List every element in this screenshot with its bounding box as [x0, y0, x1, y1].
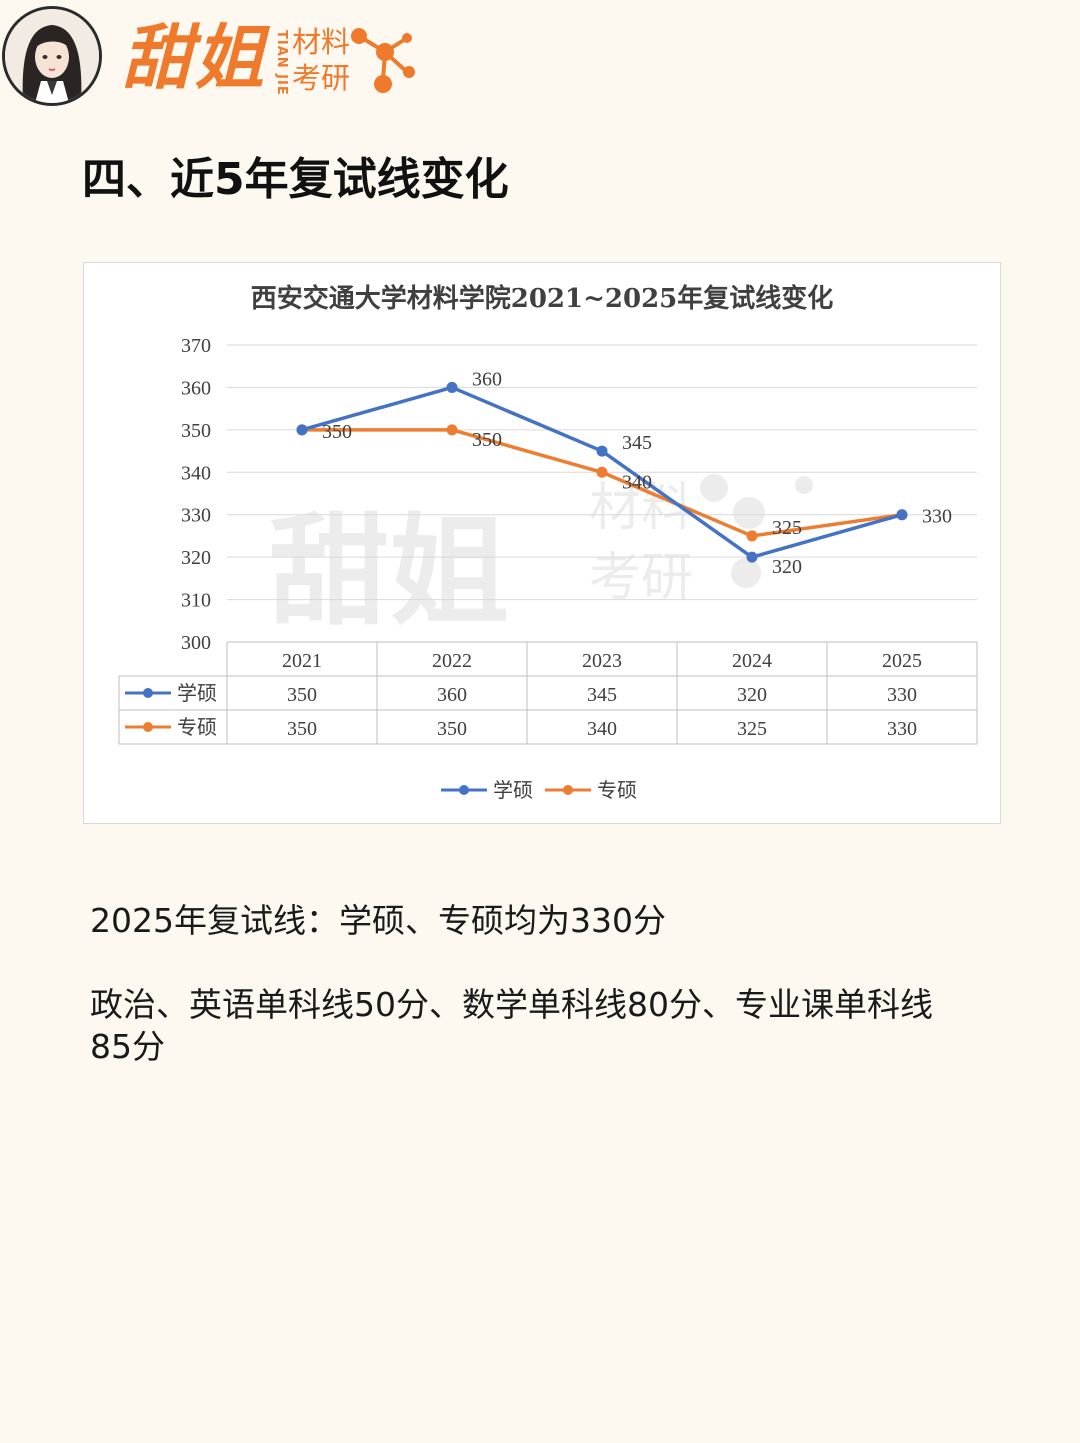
data-table: 2021 2022 2023 2024 2025 学硕 350 360 345 320 330 专硕 3… [118, 641, 978, 745]
table-legend-marker [143, 722, 153, 732]
data-label: 330 [922, 506, 952, 528]
data-label: 350 [322, 421, 352, 443]
table-cell: 350 [287, 718, 317, 740]
x-tick-label: 2022 [432, 650, 472, 672]
data-point [896, 509, 908, 521]
table-series-label: 学硕 [177, 682, 217, 705]
cutoff-2025-text: 2025年复试线：学硕、专硕均为330分 [90, 901, 666, 940]
data-point [746, 530, 758, 542]
table-cell: 340 [587, 718, 617, 740]
watermark: 甜姐 材料 考研 [269, 474, 813, 642]
svg-text:甜姐: 甜姐 [269, 503, 509, 642]
avatar-illustration [5, 9, 99, 103]
table-cell: 320 [737, 684, 767, 706]
chart-title: 西安交通大学材料学院2021~2025年复试线变化 [250, 284, 834, 314]
table-legend-marker [143, 688, 153, 698]
data-label: 320 [772, 556, 802, 578]
data-point [296, 424, 308, 436]
svg-text:考研: 考研 [589, 548, 693, 608]
chart-legend: 学硕 专硕 [441, 779, 637, 802]
data-label: 345 [622, 432, 652, 454]
avatar [2, 6, 102, 106]
y-tick-label: 300 [181, 632, 211, 654]
data-point [596, 445, 608, 457]
brand-pinyin: TIAN JIE [274, 30, 289, 96]
table-series-label: 专硕 [177, 716, 217, 739]
brand-subtitle: 材料 考研 [292, 24, 352, 96]
data-label: 325 [772, 517, 802, 539]
table-cell: 350 [287, 684, 317, 706]
legend-label: 专硕 [597, 779, 637, 802]
data-point [596, 466, 608, 478]
brand-subtitle-line-2: 考研 [292, 61, 351, 95]
legend-marker [459, 785, 469, 795]
table-cell: 330 [887, 684, 917, 706]
data-label: 350 [472, 429, 502, 451]
y-tick-label: 310 [181, 590, 211, 612]
section-title: 四、近5年复试线变化 [82, 154, 509, 205]
x-tick-label: 2024 [732, 650, 772, 672]
chart-card: 甜姐 材料 考研 300 310 320 330 340 350 360 370 2021 20… [83, 262, 1001, 824]
table-cell: 345 [587, 684, 617, 706]
table-cell: 325 [737, 718, 767, 740]
table-cell: 330 [887, 718, 917, 740]
molecule-icon [351, 28, 415, 93]
subject-cutoff-text: 政治、英语单科线50分、数学单科线80分、专业课单科线 [90, 985, 933, 1024]
data-labels: 350 360 345 320 330 350 340 325 [322, 368, 952, 578]
y-tick-label: 350 [181, 420, 211, 442]
table-cell: 350 [437, 718, 467, 740]
data-label: 340 [622, 471, 652, 493]
x-tick-label: 2023 [582, 650, 622, 672]
y-axis-ticks: 300 310 320 330 340 350 360 370 [181, 335, 211, 654]
y-tick-label: 370 [181, 335, 211, 357]
legend-marker [563, 785, 573, 795]
x-tick-label: 2021 [282, 650, 322, 672]
table-cell: 360 [437, 684, 467, 706]
data-label: 360 [472, 368, 502, 390]
x-tick-label: 2025 [882, 650, 922, 672]
subject-cutoff-text-cont: 85分 [90, 1027, 165, 1066]
data-point [446, 381, 458, 393]
y-tick-label: 330 [181, 505, 211, 527]
y-tick-label: 360 [181, 377, 211, 399]
data-point [746, 551, 758, 563]
y-tick-label: 320 [181, 547, 211, 569]
series-lines [296, 381, 908, 563]
brand-subtitle-line-1: 材料 [292, 25, 351, 59]
y-tick-label: 340 [181, 462, 211, 484]
brand-header: 甜姐 TIAN JIE 材料 考研 [0, 0, 1080, 120]
legend-label: 学硕 [493, 779, 533, 802]
brand-logo-text: 甜姐 [122, 17, 266, 99]
data-point [446, 424, 458, 436]
